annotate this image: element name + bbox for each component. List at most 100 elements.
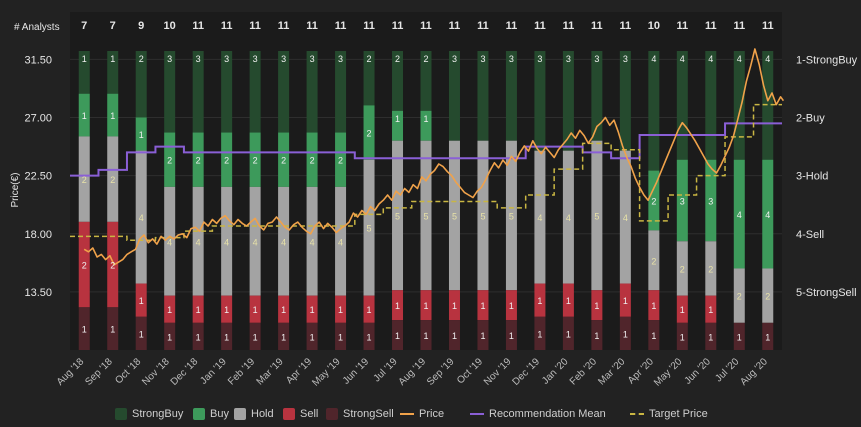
bar-value-label: 3 [680, 197, 685, 207]
bar-strongbuy-20 [648, 51, 660, 171]
y-tick-label: 31.50 [24, 54, 52, 66]
bar-hold-20 [648, 230, 660, 291]
legend-strongsell[interactable]: StrongSell [326, 406, 394, 422]
bar-strongsell-16 [534, 316, 546, 350]
bar-hold-5 [221, 186, 233, 296]
bar-value-label: 3 [594, 54, 599, 64]
bar-sell-12 [420, 290, 432, 321]
bar-hold-7 [278, 186, 290, 296]
legend-mean[interactable]: Recommendation Mean [470, 406, 606, 422]
analyst-count-label: 11 [221, 20, 233, 32]
bar-value-label: 1 [708, 332, 713, 342]
legend-mean-label: Recommendation Mean [489, 408, 606, 420]
bar-value-label: 1 [139, 329, 144, 339]
legend-hold[interactable]: Hold [234, 406, 274, 422]
bar-value-label: 4 [737, 210, 742, 220]
bar-value-label: 5 [509, 211, 514, 221]
bar-strongsell-17 [562, 316, 574, 350]
bar-strongsell-14 [477, 320, 489, 350]
analyst-count-label: 11 [192, 20, 204, 32]
bar-value-label: 1 [224, 332, 229, 342]
bar-value-label: 1 [623, 296, 628, 306]
bar-value-label: 2 [680, 264, 685, 274]
bar-value-label: 1 [253, 332, 258, 342]
bar-value-label: 1 [395, 301, 400, 311]
bar-sell-2 [135, 283, 147, 317]
analyst-count-label: 11 [363, 20, 375, 32]
bar-value-label: 3 [452, 54, 457, 64]
bar-sell-3 [164, 295, 176, 323]
bar-sell-22 [705, 295, 717, 323]
x-tick-label: Jun '19 [341, 356, 372, 387]
bar-value-label: 1 [310, 332, 315, 342]
bar-strongbuy-2 [135, 51, 147, 118]
bar-value-label: 2 [310, 156, 315, 166]
x-tick-label: Aug '19 [397, 356, 429, 388]
bar-value-label: 1 [566, 296, 571, 306]
bar-value-label: 3 [338, 54, 343, 64]
analyst-count-label: 11 [563, 20, 575, 32]
bar-value-label: 3 [623, 54, 628, 64]
legend-buy[interactable]: Buy [193, 406, 229, 422]
bar-value-label: 2 [737, 292, 742, 302]
bar-strongbuy-11 [392, 51, 404, 111]
bar-sell-1 [107, 221, 119, 308]
legend-mean-line [470, 413, 484, 415]
bar-strongbuy-12 [420, 51, 432, 111]
bar-strongsell-0 [78, 307, 90, 350]
legend-strongbuy-swatch [115, 408, 127, 420]
bar-value-label: 5 [452, 211, 457, 221]
bar-strongsell-10 [363, 322, 375, 350]
legend-strongbuy[interactable]: StrongBuy [115, 406, 183, 422]
x-tick-label: Aug '20 [738, 356, 770, 388]
bar-strongsell-23 [733, 322, 745, 350]
bar-sell-5 [221, 295, 233, 323]
bar-strongbuy-18 [591, 51, 603, 141]
bar-value-label: 2 [82, 261, 87, 271]
bar-value-label: 5 [367, 224, 372, 234]
bar-strongbuy-9 [335, 51, 347, 133]
x-tick-label: Mar '19 [255, 356, 286, 387]
bar-value-label: 4 [566, 213, 571, 223]
bar-value-label: 4 [623, 213, 628, 223]
bar-value-label: 3 [196, 54, 201, 64]
bar-hold-14 [477, 140, 489, 291]
bar-hold-1 [107, 136, 119, 222]
analyst-count-label: 11 [534, 20, 546, 32]
bar-buy-6 [249, 132, 261, 187]
bar-sell-8 [306, 295, 318, 323]
bar-value-label: 1 [480, 301, 485, 311]
bar-value-label: 1 [367, 305, 372, 315]
x-tick-label: Feb '19 [226, 356, 257, 387]
x-tick-label: Nov '19 [482, 356, 514, 388]
legend-hold-swatch [234, 408, 246, 420]
bar-value-label: 2 [196, 156, 201, 166]
price-line [83, 48, 785, 266]
x-tick-label: Mar '20 [596, 356, 627, 387]
legend-sell[interactable]: Sell [283, 406, 318, 422]
analyst-count-label: 10 [164, 20, 176, 32]
bar-value-label: 1 [139, 296, 144, 306]
legend-price[interactable]: Price [400, 406, 444, 422]
bar-value-label: 2 [167, 156, 172, 166]
bar-hold-15 [505, 140, 517, 291]
bar-buy-2 [135, 117, 147, 151]
bar-sell-20 [648, 290, 660, 321]
bar-value-label: 1 [110, 54, 115, 64]
recommendation-tick-label: 3-Hold [796, 171, 828, 183]
legend-buy-swatch [193, 408, 205, 420]
legend-target[interactable]: Target Price [630, 406, 708, 422]
bar-value-label: 4 [224, 237, 229, 247]
bar-value-label: 5 [594, 211, 599, 221]
bar-strongbuy-14 [477, 51, 489, 141]
bar-strongbuy-10 [363, 51, 375, 106]
legend-target-label: Target Price [649, 408, 708, 420]
bar-value-label: 1 [651, 331, 656, 341]
y-tick-label: 22.50 [24, 171, 52, 183]
bar-sell-7 [278, 295, 290, 323]
bar-value-label: 1 [452, 301, 457, 311]
bar-hold-16 [534, 150, 546, 284]
bar-value-label: 2 [110, 261, 115, 271]
bar-strongsell-15 [505, 320, 517, 350]
